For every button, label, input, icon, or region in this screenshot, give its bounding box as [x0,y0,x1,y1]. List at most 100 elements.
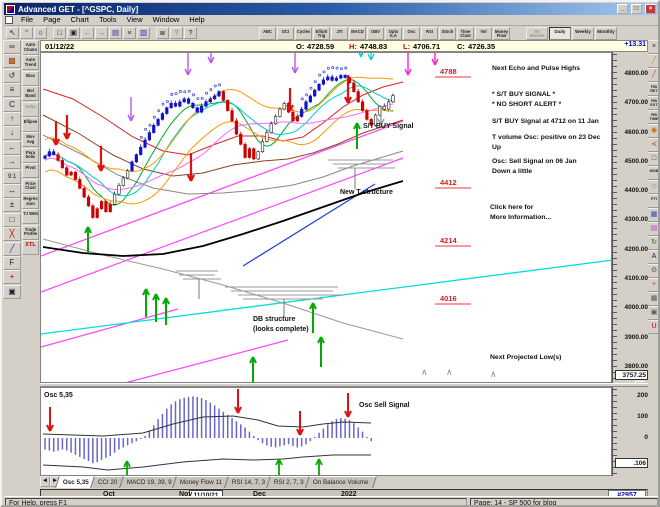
zoom-tool-icon[interactable]: ⊙ [647,264,658,278]
study-button-time-clust[interactable]: Time Clust [457,26,474,40]
quotes-icon[interactable]: ” [20,27,33,39]
menu-page[interactable]: Page [43,15,61,24]
pitchfork-icon[interactable]: ≺ [647,138,658,152]
insert-icon[interactable]: ▥ [137,27,150,39]
tool-ellipse[interactable]: Ellipse [22,117,39,132]
study-button-jti[interactable]: JTI [331,26,348,40]
menu-tools[interactable]: Tools [98,15,117,24]
tab-on-balance-volume[interactable]: On Balance Volume [304,476,377,488]
forward-icon[interactable]: → [95,27,108,39]
lines-icon[interactable]: ╳ [3,227,21,242]
timeframe-60-minute[interactable]: 60 Minute [526,26,548,40]
study-button-abc[interactable]: ABC [259,26,276,40]
study-button-stoch[interactable]: Stoch [439,26,456,40]
pane-splitter[interactable] [40,383,648,387]
box-icon[interactable]: □ [3,212,21,227]
paste-icon[interactable]: ▤ [109,27,122,39]
study-button-opts-ila[interactable]: Opts ILA [385,26,402,40]
mob-icon[interactable]: MOB [647,166,658,180]
pencil-icon[interactable]: ╱ [647,54,658,68]
menu-file[interactable]: File [21,15,34,24]
tool-tj-web[interactable]: TJ Web [22,209,39,225]
close-button[interactable]: × [645,4,656,14]
add-icon[interactable]: + [3,270,21,285]
grid-icon[interactable]: ▦ [647,208,658,222]
expand-icon[interactable]: ↔ [3,184,21,198]
oscillator-pane[interactable]: Osc 5,35 Osc Sell Signal [40,387,612,476]
palette-icon[interactable]: ▩ [3,54,21,69]
title-bar[interactable]: Advanced GET - [^GSPC, Daily] _ □ × [4,3,658,15]
percent-icon[interactable]: ± [3,198,21,213]
fib-retracement-icon[interactable]: FIB RET [647,82,658,96]
up-arrow-icon[interactable]: ↑ [3,112,21,126]
menu-window[interactable]: Window [152,15,180,24]
tool-xtl[interactable]: XTL [22,240,39,256]
study-icon[interactable]: ≡ [3,83,21,98]
timeframe-monthly[interactable]: Monthly [595,26,617,40]
calc-icon[interactable]: ▦ [647,292,658,306]
delete-icon[interactable]: × [123,27,136,39]
study-button-osc[interactable]: Osc [403,26,420,40]
study-button-rsi[interactable]: RSI [421,26,438,40]
oscillator-chart[interactable]: Osc 5,35 Osc Sell Signal [41,388,611,475]
print-icon[interactable]: ≣ [156,27,169,39]
gann-icon[interactable]: ◉ [647,124,658,138]
lock-icon[interactable]: ▣ [67,27,80,39]
study-button-oci[interactable]: OCI [277,26,294,40]
timeframe-weekly[interactable]: Weekly [572,26,594,40]
tool-auto-trend[interactable]: Auto Trend [22,55,39,71]
draw-icon[interactable]: ╱ [3,241,21,256]
undo-icon[interactable]: U [647,320,658,334]
study-button-cycles[interactable]: Cycles [295,26,312,40]
fib-icon[interactable]: F [3,256,21,270]
study-button-vol[interactable]: Vol [475,26,492,40]
ratio-icon[interactable]: 9:1 [3,169,21,184]
price-chart-pane[interactable]: 4788 4412 4214 4016 ∧ ∧ ∧ S/T BUY Signal New T s… [40,52,612,383]
down-arrow-icon[interactable]: ↓ [3,126,21,141]
text-tool-icon[interactable]: A [647,250,658,264]
study-button-money-flow[interactable]: Money Flow [493,26,510,40]
price-axis[interactable]: 3757.25 4800.00 4700.00 4600.00 4500.00 4400… [612,52,648,389]
rectangle-icon[interactable]: □ [647,152,658,166]
tool-mov-avg[interactable]: Mov Avg [22,132,39,148]
quick-reset-icon[interactable]: ↺ [3,68,21,83]
binoculars-icon[interactable]: ∞ [3,40,21,54]
help-icon[interactable]: ? [170,27,183,39]
copy-icon[interactable]: ▣ [647,306,658,320]
search-icon[interactable]: ○ [34,27,47,39]
menu-chart[interactable]: Chart [70,15,89,24]
fib-time-icon[interactable]: FIB TIME [647,110,658,124]
tool-para-bolic[interactable]: Para bolic [22,147,39,163]
tab-money-flow-11[interactable]: Money Flow 11 [172,476,231,488]
profile-icon[interactable]: ▤ [647,222,658,236]
study-button-elliott-trig[interactable]: Elliott Trig [313,26,330,40]
tool-regres-sion[interactable]: Regres sion [22,194,39,209]
tool-price-clust[interactable]: Price Clust [22,178,39,194]
tab-macd-19-39-9[interactable]: MACD 19, 39, 9 [118,476,180,488]
ellipse-icon[interactable]: ◇ [647,180,658,194]
trendline-icon[interactable]: ╱ [647,68,658,82]
study-button-macd[interactable]: MACD [349,26,366,40]
clear-icon[interactable]: C [3,97,21,112]
left-arrow-icon[interactable]: ← [3,140,21,155]
tool-trade-profile[interactable]: Trade Profile [22,224,39,240]
refresh-chart-icon[interactable]: ↻ [647,236,658,250]
study-button-obv[interactable]: OBV [367,26,384,40]
right-arrow-icon[interactable]: → [3,155,21,170]
menu-view[interactable]: View [126,15,143,24]
maximize-button[interactable]: □ [631,4,642,14]
color-tool-icon[interactable]: + [647,278,658,292]
fib-extension-icon[interactable]: FIB EXT [647,96,658,110]
tool-bol-band[interactable]: Bol Band [22,86,39,102]
minimize-button[interactable]: _ [617,4,628,14]
new-chart-icon[interactable]: □ [53,27,66,39]
back-icon[interactable]: ← [81,27,94,39]
pointer-icon[interactable]: ↖ [6,27,19,39]
context-help-icon[interactable]: ? [184,27,197,39]
tool-auto-chann[interactable]: Auto Chann [22,40,39,55]
chart-window-icon[interactable] [5,16,13,24]
tool-delta[interactable]: Delta [22,101,39,117]
price-chart[interactable]: 4788 4412 4214 4016 ∧ ∧ ∧ S/T BUY Signal New T s… [41,53,611,382]
timeframe-daily[interactable]: Daily [549,26,571,40]
snapshot-icon[interactable]: ▣ [3,284,21,299]
